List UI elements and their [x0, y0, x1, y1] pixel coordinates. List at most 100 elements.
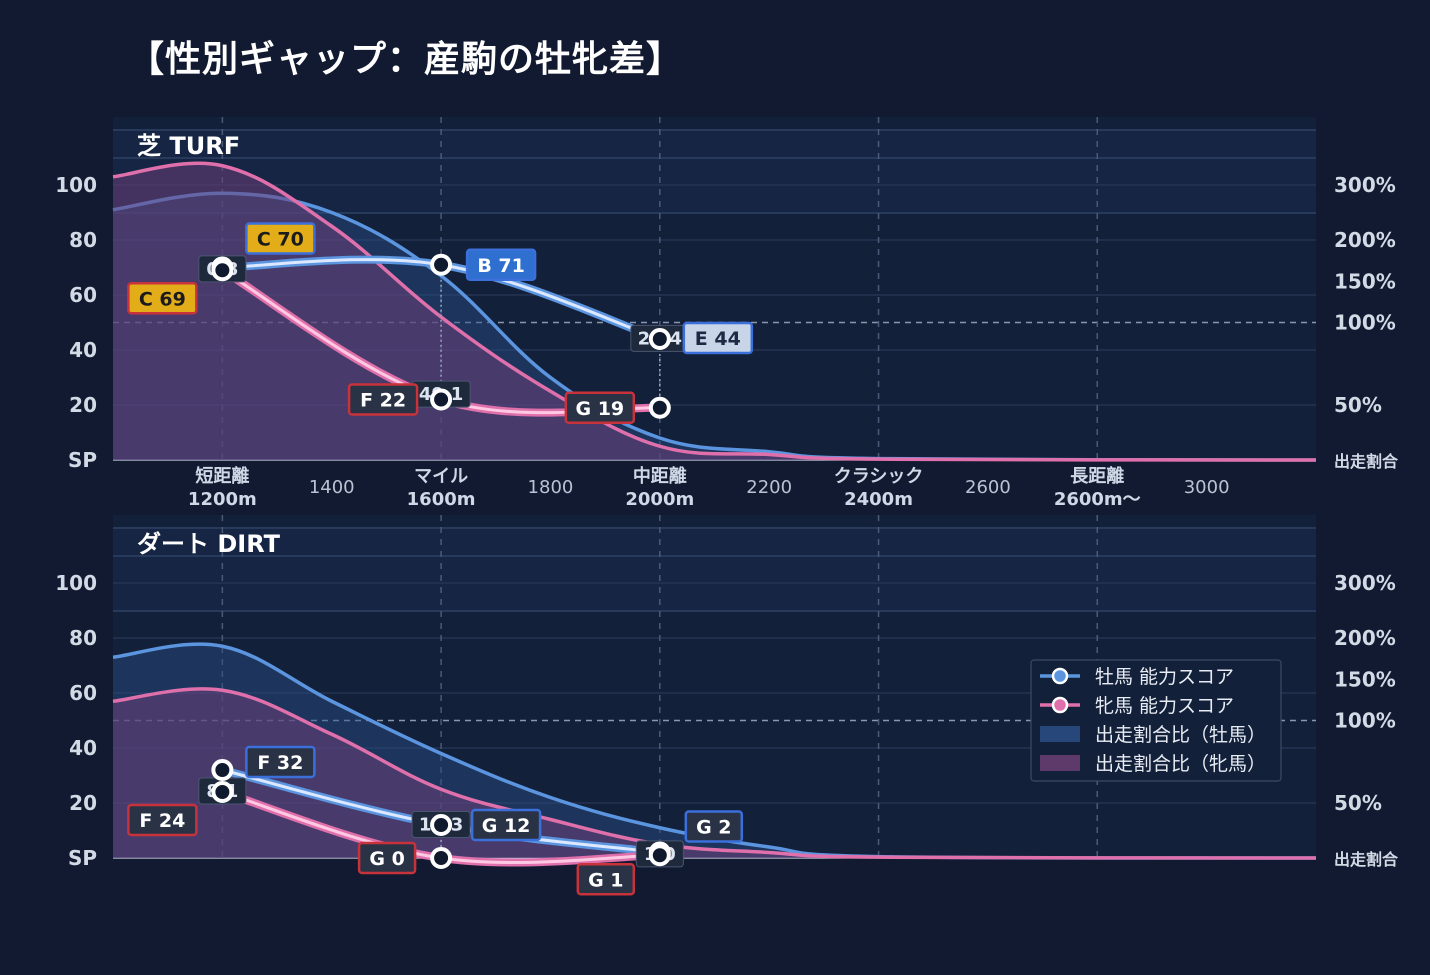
y2-tick-label: 50% [1334, 791, 1382, 815]
male-grade-label-text: G 12 [482, 815, 531, 837]
legend-label: 牡馬 能力スコア [1095, 666, 1234, 688]
x-category-label: 長距離 [1070, 465, 1124, 487]
x-category-label: クラシック [834, 466, 924, 487]
female-grade-label: F 22 [347, 383, 419, 416]
male-score-marker [648, 328, 671, 350]
male-score-marker [430, 814, 453, 836]
y-tick-label: 40 [69, 338, 97, 362]
female-score-marker [430, 847, 453, 869]
legend-swatch-area [1040, 755, 1080, 771]
panel-title: ダート DIRT [137, 530, 281, 558]
y-tick-label: SP [68, 448, 97, 472]
legend-label: 出走割合比（牡馬） [1095, 724, 1266, 746]
female-grade-label: G 19 [564, 391, 636, 424]
y-tick-label: 20 [69, 393, 97, 417]
male-grade-label: C 70 [245, 222, 316, 255]
x-distance-label: 2400m [844, 489, 913, 510]
legend-item: 牝馬 能力スコア [1040, 695, 1234, 717]
y-tick-label: 60 [69, 681, 97, 705]
y-tick-label: 100 [55, 571, 97, 595]
male-grade-label-text: B 71 [477, 255, 525, 277]
plot-band [113, 527, 1316, 612]
female-grade-label: F 24 [127, 803, 198, 837]
female-grade-label-text: F 22 [360, 390, 406, 412]
y2-tick-label: 出走割合 [1334, 452, 1399, 471]
y2-tick-label: 200% [1334, 626, 1396, 650]
female-score-marker [211, 259, 234, 282]
male-score-marker [430, 253, 453, 276]
y-tick-label: 60 [69, 283, 97, 307]
male-grade-label-box [465, 248, 537, 281]
male-grade-label-box [245, 745, 316, 779]
x-category-label: マイル [414, 466, 468, 487]
female-grade-label-box [564, 391, 636, 424]
female-grade-label-text: F 24 [139, 810, 185, 832]
y2-tick-label: 200% [1334, 228, 1396, 252]
chart-title: 【性別ギャップ：産駒の牡牝差】 [128, 39, 684, 80]
female-score-marker [430, 388, 453, 411]
ratio-line-female [112, 687, 1317, 860]
turf-panel: 芝 TURF SP 20 40 60 80 100 出走割合 50% 100% 150% 200% 30… [55, 117, 1399, 510]
male-grade-label-text: C 70 [257, 229, 304, 251]
y-tick-label: SP [68, 846, 97, 870]
y2-tick-label: 50% [1334, 393, 1382, 417]
y2-tick-label: 100% [1334, 709, 1396, 733]
female-score-marker [648, 396, 671, 419]
legend-label: 牝馬 能力スコア [1095, 695, 1234, 717]
female-grade-label-box [576, 863, 636, 896]
x-tick-label: 2600 [965, 477, 1011, 498]
female-grade-label-text: G 19 [575, 398, 624, 420]
male-grade-label-text: G 2 [696, 817, 731, 839]
male-grade-label: E 44 [682, 321, 754, 355]
legend-swatch-marker [1051, 696, 1069, 714]
y2-tick-label: 150% [1334, 667, 1396, 691]
legend-box [1030, 659, 1282, 782]
female-grade-label: G 1 [576, 863, 636, 896]
female-grade-label: C 69 [127, 282, 198, 315]
x-tick-label: 1800 [528, 477, 574, 498]
y-tick-label: 20 [69, 791, 97, 815]
male-grade-label: G 2 [684, 810, 744, 843]
y2-tick-label: 150% [1334, 269, 1396, 293]
x-distance-label: 1600m [407, 489, 476, 510]
y-tick-label: 40 [69, 736, 97, 760]
legend-label: 出走割合比（牝馬） [1095, 753, 1266, 775]
male-grade-label-box [682, 321, 754, 355]
legend-swatch-area [1040, 726, 1080, 742]
male-score-marker [211, 759, 234, 781]
female-grade-label-text: G 1 [588, 869, 623, 891]
female-grade-label-text: C 69 [139, 288, 186, 310]
male-grade-label-text: E 44 [695, 328, 741, 350]
male-grade-label-text: F 32 [257, 752, 303, 774]
legend-item: 出走割合比（牡馬） [1040, 724, 1266, 746]
female-grade-label-text: G 0 [369, 848, 404, 870]
x-tick-label: 1400 [309, 477, 355, 498]
female-score-marker [211, 781, 234, 803]
panel-title: 芝 TURF [137, 132, 240, 160]
female-grade-label-box [127, 803, 198, 837]
legend-swatch-marker [1051, 667, 1069, 685]
x-category-label: 短距離 [195, 465, 249, 487]
female-grade-label-box [357, 841, 417, 875]
male-grade-label: G 12 [470, 808, 542, 842]
x-tick-label: 3000 [1184, 477, 1230, 498]
y2-tick-label: 出走割合 [1334, 850, 1399, 869]
y2-tick-label: 300% [1334, 173, 1396, 197]
male-grade-label-box [684, 810, 744, 843]
female-grade-label-box [127, 282, 198, 315]
female-grade-label: G 0 [357, 841, 417, 875]
female-grade-label-box [347, 383, 419, 416]
x-tick-label: 2200 [746, 477, 792, 498]
x-distance-label: 2000m [625, 489, 694, 510]
y-tick-label: 80 [69, 228, 97, 252]
male-grade-label-box [470, 808, 542, 842]
y2-tick-label: 300% [1334, 571, 1396, 595]
legend-item: 牡馬 能力スコア [1040, 666, 1234, 688]
plot-band [113, 129, 1316, 214]
x-category-label: 中距離 [633, 465, 687, 487]
y2-tick-label: 100% [1334, 311, 1396, 335]
y-tick-label: 80 [69, 626, 97, 650]
male-grade-label-box [245, 222, 316, 255]
